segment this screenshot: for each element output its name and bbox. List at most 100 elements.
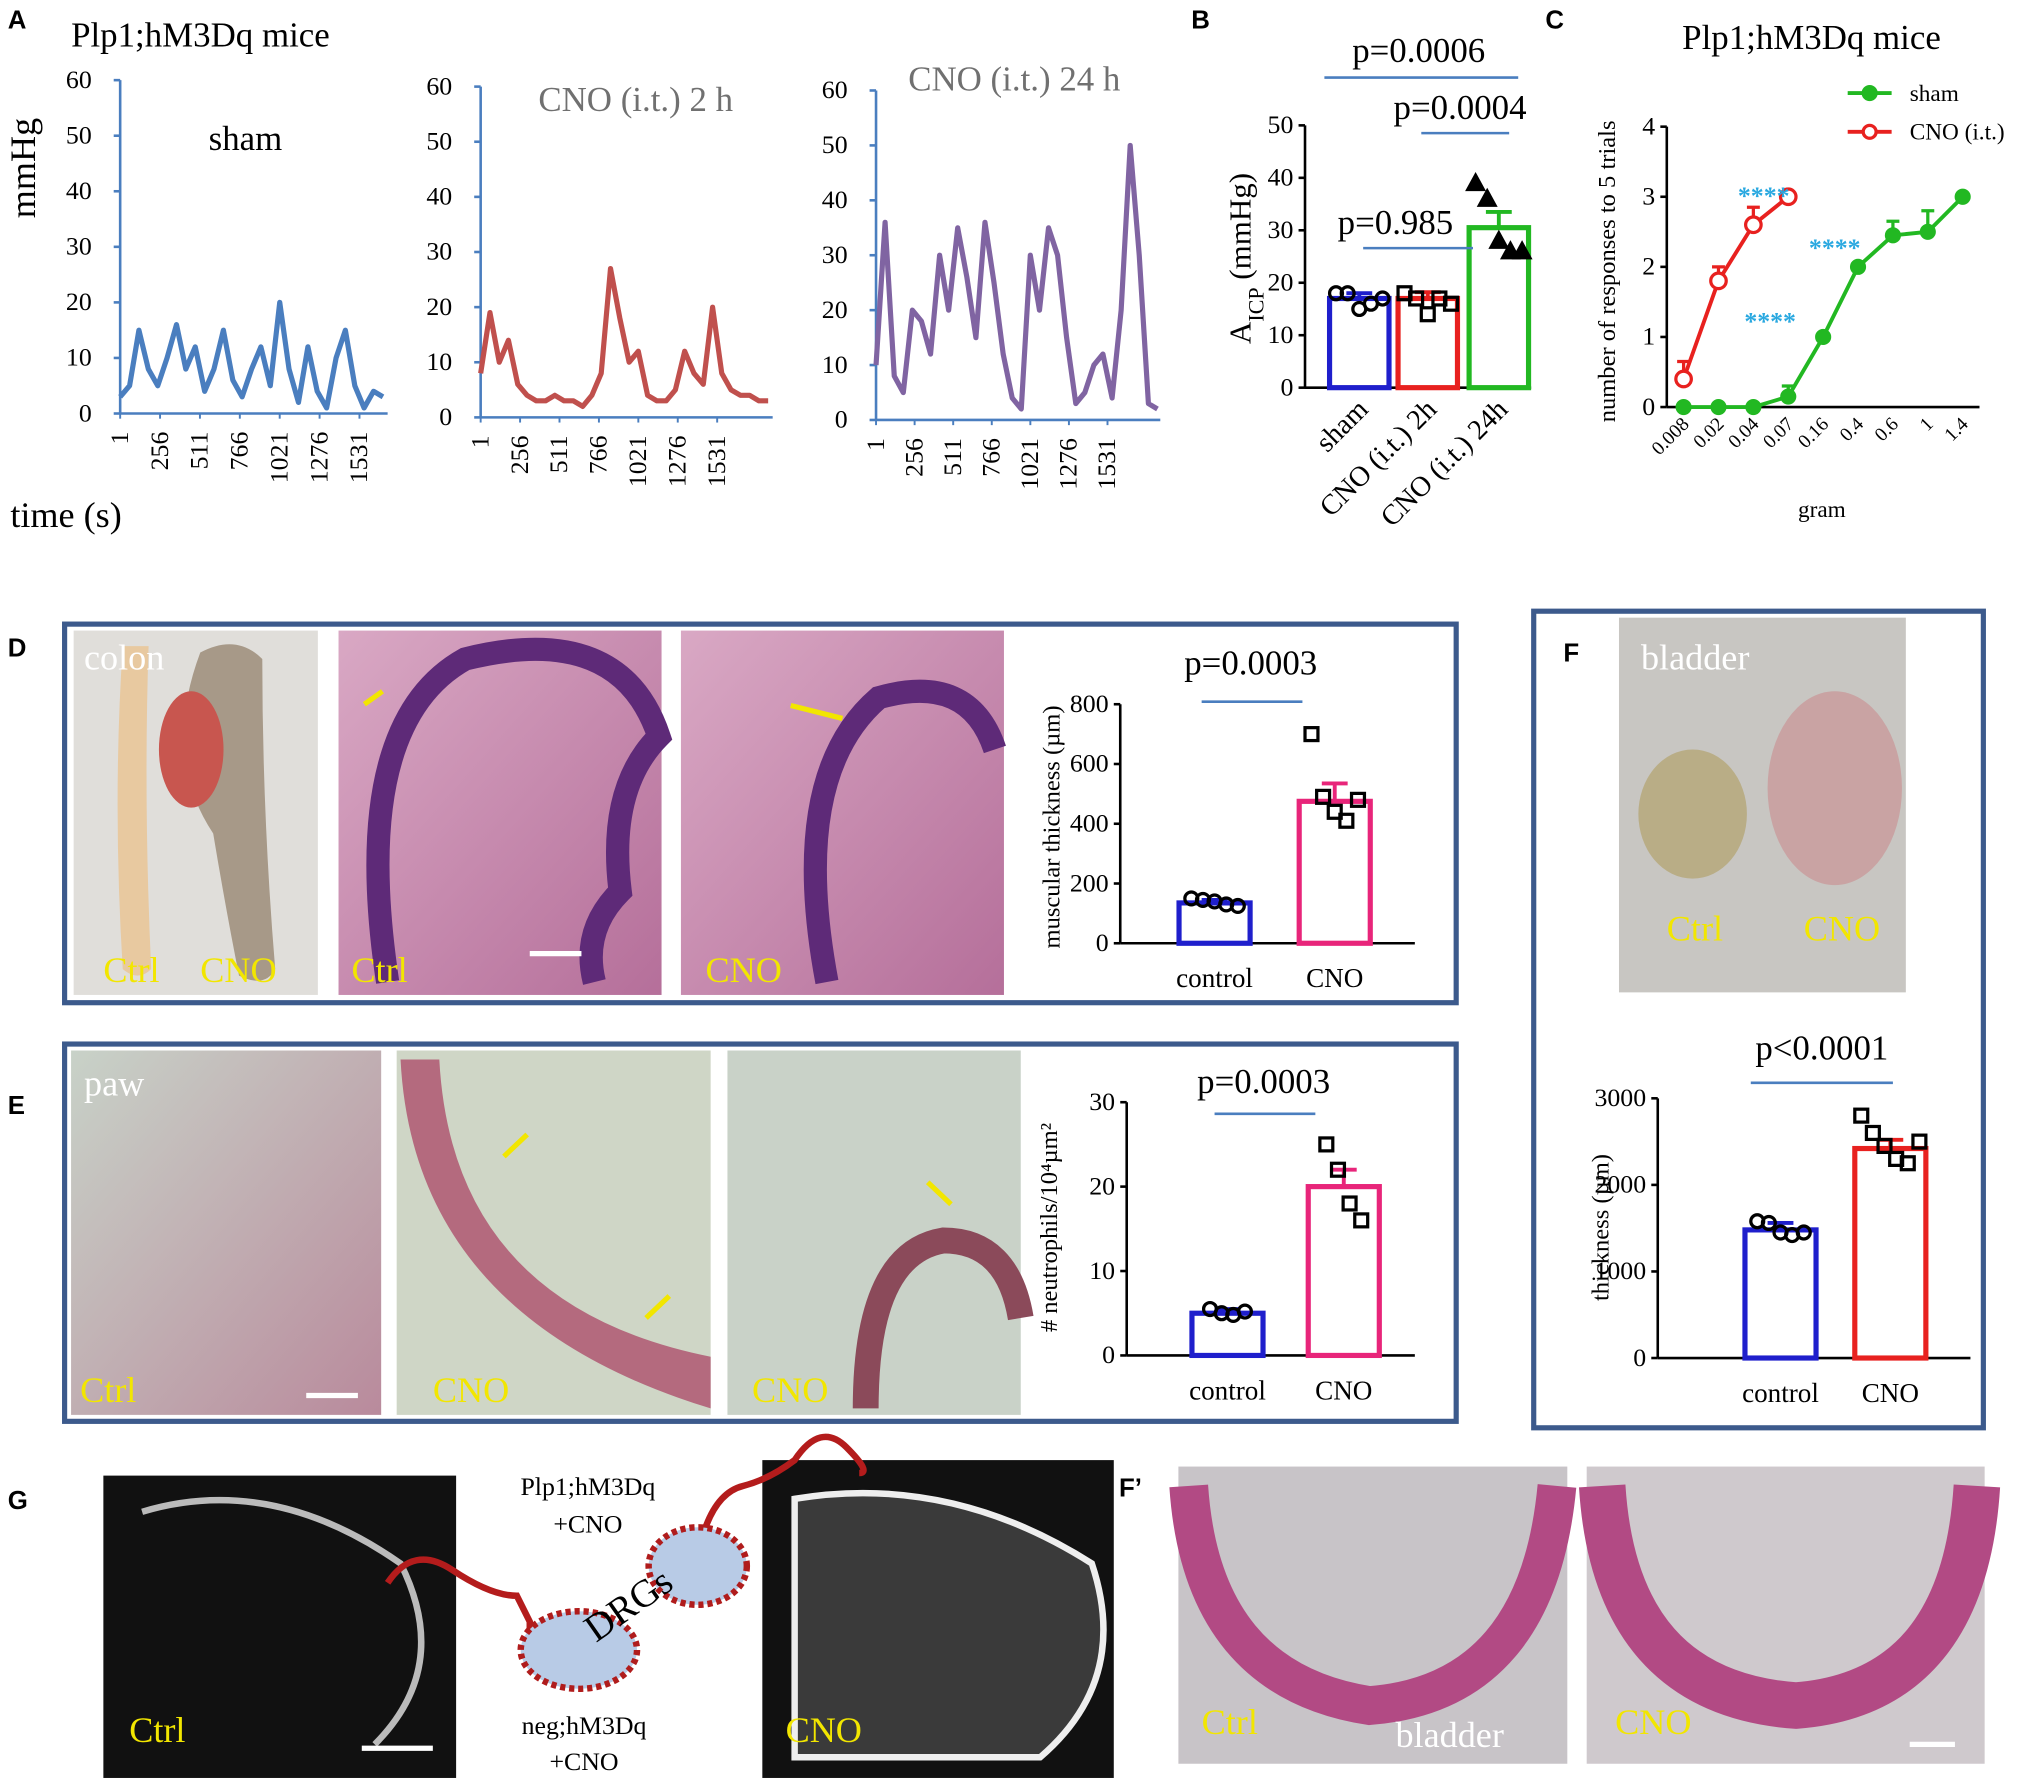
y-axis-label: thickness (µm) [1588,1154,1615,1301]
x-tick-label: 256 [145,432,174,471]
histology [680,630,1004,995]
photo-label: Ctrl [103,950,159,990]
point [1884,227,1901,244]
y-tick-label: 30 [66,232,92,261]
point [1353,1212,1370,1229]
chart-title: CNO (i.t.) 2 h [538,80,733,119]
drg-note: Plp1;hM3Dq [520,1472,655,1501]
photo-label: Ctrl [1202,1702,1258,1742]
y-tick-label: 600 [1070,749,1109,778]
x-tick-label: 1 [105,432,134,445]
x-tick-label: 1531 [344,432,373,484]
bar [1296,798,1373,946]
y-tick-label: 0 [79,398,92,427]
y-tick-label: 2 [1642,252,1655,281]
x-tick-label: CNO [1315,1375,1372,1405]
y-axis-label: # neutrophils/10⁴µm² [1036,1123,1063,1332]
bladder-cno [1767,691,1902,886]
chart-title: Plp1;hM3Dq mice [1682,18,1941,57]
y-tick-label: 20 [1268,268,1294,297]
y-tick-label: 60 [66,65,92,94]
bar [1395,295,1461,391]
y-axis-label-part: ICP [1243,287,1268,321]
drg-note: +CNO [549,1747,618,1776]
series-line [118,299,385,411]
x-tick-label: 766 [584,435,613,474]
series-line [873,142,1159,412]
y-axis-label: AICP (mmHg) [1223,173,1269,344]
panel-letter: E [8,1092,25,1120]
y-tick-label: 0 [1642,392,1655,421]
x-tick-label: CNO (i.t.) 24h [1375,394,1514,533]
point [1442,295,1460,312]
y-tick-label: 40 [1268,163,1294,192]
series-line [1681,195,1790,380]
legend-label: CNO (i.t.) [1910,120,2005,146]
y-tick-label: 20 [426,292,452,321]
point [1511,240,1533,260]
p-value: p=0.0003 [1184,644,1317,683]
photo-label: CNO [433,1370,509,1410]
x-tick-label: 1021 [1015,438,1044,490]
y-axis-label: muscular thickness (µm) [1039,705,1066,948]
p-value: p=0.0004 [1394,88,1527,127]
point [1709,271,1728,291]
point [1338,812,1355,829]
y-tick-label: 0 [439,402,452,431]
photo-label: CNO [786,1710,862,1750]
colon-ctrl [117,646,152,976]
photo-label: CNO [705,950,781,990]
annotation: **** [1738,181,1790,210]
point [1853,1107,1870,1124]
y-tick-label: 50 [822,130,848,159]
x-tick-label: 0.04 [1725,414,1764,453]
y-tick-label: 2000 [1594,1170,1646,1199]
photo-title: paw [84,1064,144,1104]
photo-label: CNO [752,1370,828,1410]
x-tick-label: 0.6 [1871,414,1903,446]
chart-title: CNO (i.t.) 24 h [908,59,1120,98]
y-axis-label: mmHg [3,118,43,218]
photo-title: bladder [1641,637,1749,677]
x-tick-label: 1276 [304,432,333,484]
y-tick-label: 4 [1642,111,1655,140]
y-tick-label: 10 [1089,1256,1115,1285]
y-tick-label: 30 [822,240,848,269]
y-tick-label: 50 [426,126,452,155]
error-bar [1321,781,1348,802]
p-value: p=0.0006 [1352,31,1485,70]
bar [1305,1184,1382,1359]
tissue [803,679,1006,985]
panel-letter: A [8,6,27,34]
point [1315,788,1332,805]
tissue [1578,1484,2001,1729]
y-tick-label: 200 [1070,868,1109,897]
photo-label: Ctrl [129,1710,185,1750]
point [1745,398,1762,416]
y-tick-label: 3000 [1594,1083,1646,1112]
y-axis-label-part: (mmHg) [1223,173,1258,288]
photo-title: colon [84,637,164,677]
annotation: **** [1809,233,1861,262]
p-value: p=0.0003 [1197,1062,1330,1101]
drg [645,1524,751,1609]
arrow [502,1132,529,1159]
chart-title: sham [209,119,283,158]
point [1674,369,1693,389]
x-tick-label: 1276 [1054,438,1083,490]
y-axis-label-part: A [1223,321,1258,344]
photo-label: CNO [1615,1702,1691,1742]
tissue [791,1489,1107,1761]
y-tick-label: 10 [426,347,452,376]
y-tick-label: 40 [822,185,848,214]
photo-label: Ctrl [351,950,407,990]
point [1675,398,1692,416]
marker-line [790,703,844,721]
p-value: p=0.985 [1338,203,1454,242]
x-tick-label: 1531 [702,435,731,487]
histology [71,1050,382,1415]
point [1419,306,1436,323]
bar [1326,295,1392,391]
bar [1742,1227,1819,1361]
